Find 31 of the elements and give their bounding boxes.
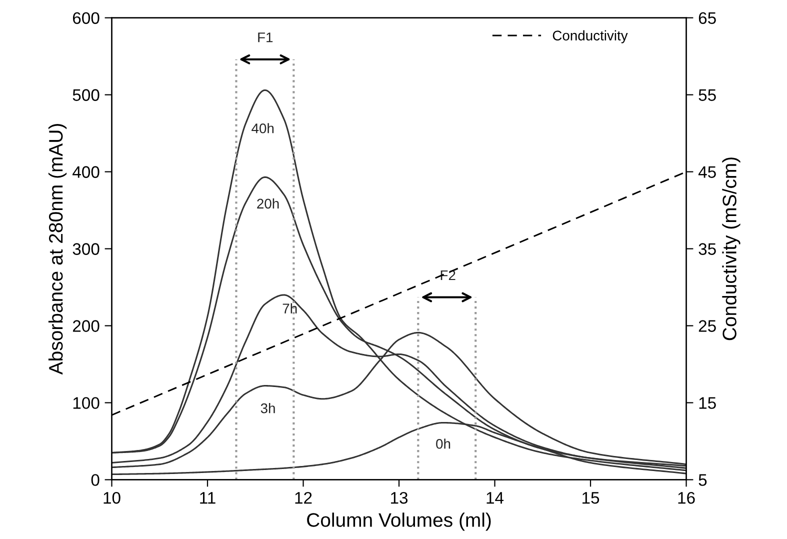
x-axis-title: Column Volumes (ml) <box>307 512 491 531</box>
legend-label: Conductivity <box>552 30 628 44</box>
x-tick-label: 15 <box>582 492 600 504</box>
x-tick-label: 12 <box>295 492 312 504</box>
y-tick-label: 100 <box>73 397 100 409</box>
y2-tick-label: 45 <box>698 166 716 178</box>
y-tick-label: 300 <box>72 243 100 255</box>
annotation: 0h <box>436 438 450 449</box>
y2-tick-label: 5 <box>698 474 707 486</box>
annotation: 20h <box>257 198 279 209</box>
annotation: F1 <box>258 32 273 42</box>
y2-tick-label: 65 <box>698 12 716 24</box>
y-tick-label: 600 <box>72 12 100 24</box>
annotation: 40h <box>252 123 274 134</box>
y-tick-label: 400 <box>72 166 100 178</box>
annotation: 7h <box>282 303 297 314</box>
annotation: 3h <box>260 403 275 414</box>
y2-tick-label: 25 <box>698 320 716 332</box>
x-tick-label: 14 <box>486 492 504 504</box>
y-axis-title: Absorbance at 280nm (mAU) <box>48 124 67 375</box>
x-tick-label: 13 <box>391 492 408 504</box>
y-tick-label: 500 <box>72 89 100 101</box>
x-tick-label: 10 <box>104 492 120 504</box>
y2-tick-label: 55 <box>698 89 716 101</box>
y2-tick-label: 15 <box>699 397 716 409</box>
x-tick-label: 16 <box>678 492 695 504</box>
y2-axis-title: Conductivity (mS/cm) <box>722 158 740 340</box>
x-tick-label: 11 <box>200 492 216 504</box>
y2-tick-label: 35 <box>698 243 716 255</box>
y-tick-label: 200 <box>72 320 100 332</box>
y-tick-label: 0 <box>91 474 100 486</box>
